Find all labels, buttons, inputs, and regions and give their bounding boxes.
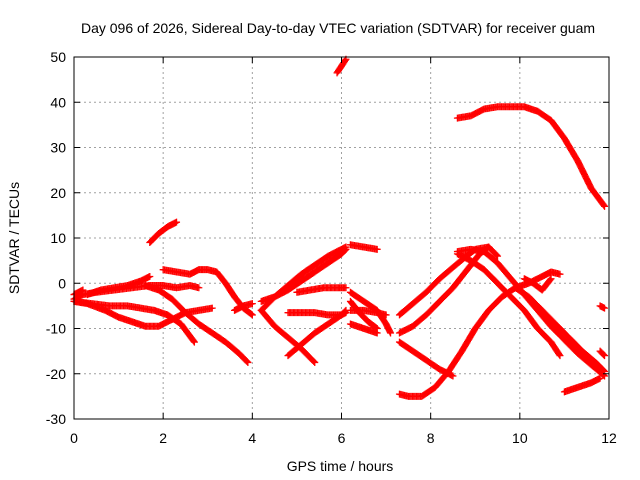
data-point	[484, 244, 492, 252]
data-point	[311, 358, 319, 366]
data-point	[601, 304, 609, 312]
series-s2	[70, 297, 216, 330]
series-s17	[346, 241, 381, 253]
data-point	[190, 337, 198, 345]
y-tick-label: 40	[50, 94, 66, 110]
y-axis-ticks: -30 -20 -10 0 10 20 30 40 50	[46, 49, 609, 427]
data-point	[600, 201, 608, 209]
data-point	[556, 352, 564, 360]
data-point	[373, 329, 381, 337]
data-point	[243, 358, 251, 366]
chart-title: Day 096 of 2026, Sidereal Day-to-day VTE…	[81, 20, 595, 36]
series-s7	[159, 266, 256, 319]
data-point	[190, 338, 198, 346]
data-point	[546, 276, 554, 284]
data-point	[449, 372, 457, 380]
y-tick-label: 30	[50, 140, 66, 156]
y-tick-label: 20	[50, 185, 66, 201]
data-point	[485, 243, 493, 251]
y-tick-label: -30	[46, 411, 66, 427]
data-point	[248, 300, 256, 308]
series-s13	[284, 306, 350, 360]
series-s34	[596, 347, 609, 360]
data-point	[342, 284, 350, 292]
x-tick-label: 6	[338, 430, 346, 446]
series-s8	[146, 218, 181, 247]
data-point	[173, 218, 181, 226]
data-point	[146, 272, 154, 280]
data-point	[387, 329, 395, 337]
data-point	[310, 357, 318, 365]
data-point	[600, 367, 608, 375]
series-s31	[453, 103, 609, 210]
series-s16	[333, 55, 350, 77]
series-s33	[596, 302, 609, 312]
y-tick-label: 10	[50, 230, 66, 246]
x-tick-label: 2	[159, 430, 167, 446]
series-s4	[70, 282, 203, 303]
data-point	[373, 245, 381, 253]
data-point	[556, 270, 564, 278]
y-axis-label: SDTVAR / TECUs	[6, 182, 22, 294]
series-s15	[293, 284, 350, 296]
y-tick-label: 0	[58, 275, 66, 291]
data-point	[547, 275, 555, 283]
series-s14	[284, 309, 350, 319]
series-s32	[560, 374, 604, 396]
y-tick-label: -20	[46, 366, 66, 382]
series-s21	[346, 288, 395, 337]
series-s6	[141, 282, 252, 366]
data-point	[247, 310, 255, 318]
data-point	[596, 374, 604, 382]
y-tick-label: 50	[50, 49, 66, 65]
data-point	[342, 309, 350, 317]
x-tick-label: 12	[601, 430, 617, 446]
data-point	[601, 352, 609, 360]
data-point	[208, 304, 216, 312]
data-point	[600, 351, 608, 359]
data-point	[382, 311, 390, 319]
series-s9	[231, 300, 256, 314]
series-s11	[257, 245, 350, 305]
series-s30	[520, 275, 555, 294]
data-point	[601, 202, 609, 210]
data-point	[341, 246, 349, 254]
x-axis-ticks: 0 2 4 6 8 10 12	[70, 57, 617, 446]
data-point	[79, 286, 87, 294]
data-marks	[70, 55, 609, 400]
data-point	[493, 251, 501, 259]
x-axis-label: GPS time / hours	[287, 458, 394, 474]
data-point	[341, 56, 349, 64]
data-point	[195, 284, 203, 292]
series-s26	[453, 250, 564, 360]
series-s20	[346, 320, 381, 337]
data-point	[342, 245, 350, 253]
x-tick-label: 8	[427, 430, 435, 446]
y-tick-label: -10	[46, 321, 66, 337]
series-s29	[511, 284, 609, 375]
data-point	[248, 311, 256, 319]
data-point	[494, 252, 502, 260]
x-tick-label: 10	[512, 430, 528, 446]
x-tick-label: 0	[70, 430, 78, 446]
data-point	[555, 351, 563, 359]
series-s12	[257, 306, 319, 366]
data-point	[244, 358, 252, 366]
x-tick-label: 4	[248, 430, 256, 446]
